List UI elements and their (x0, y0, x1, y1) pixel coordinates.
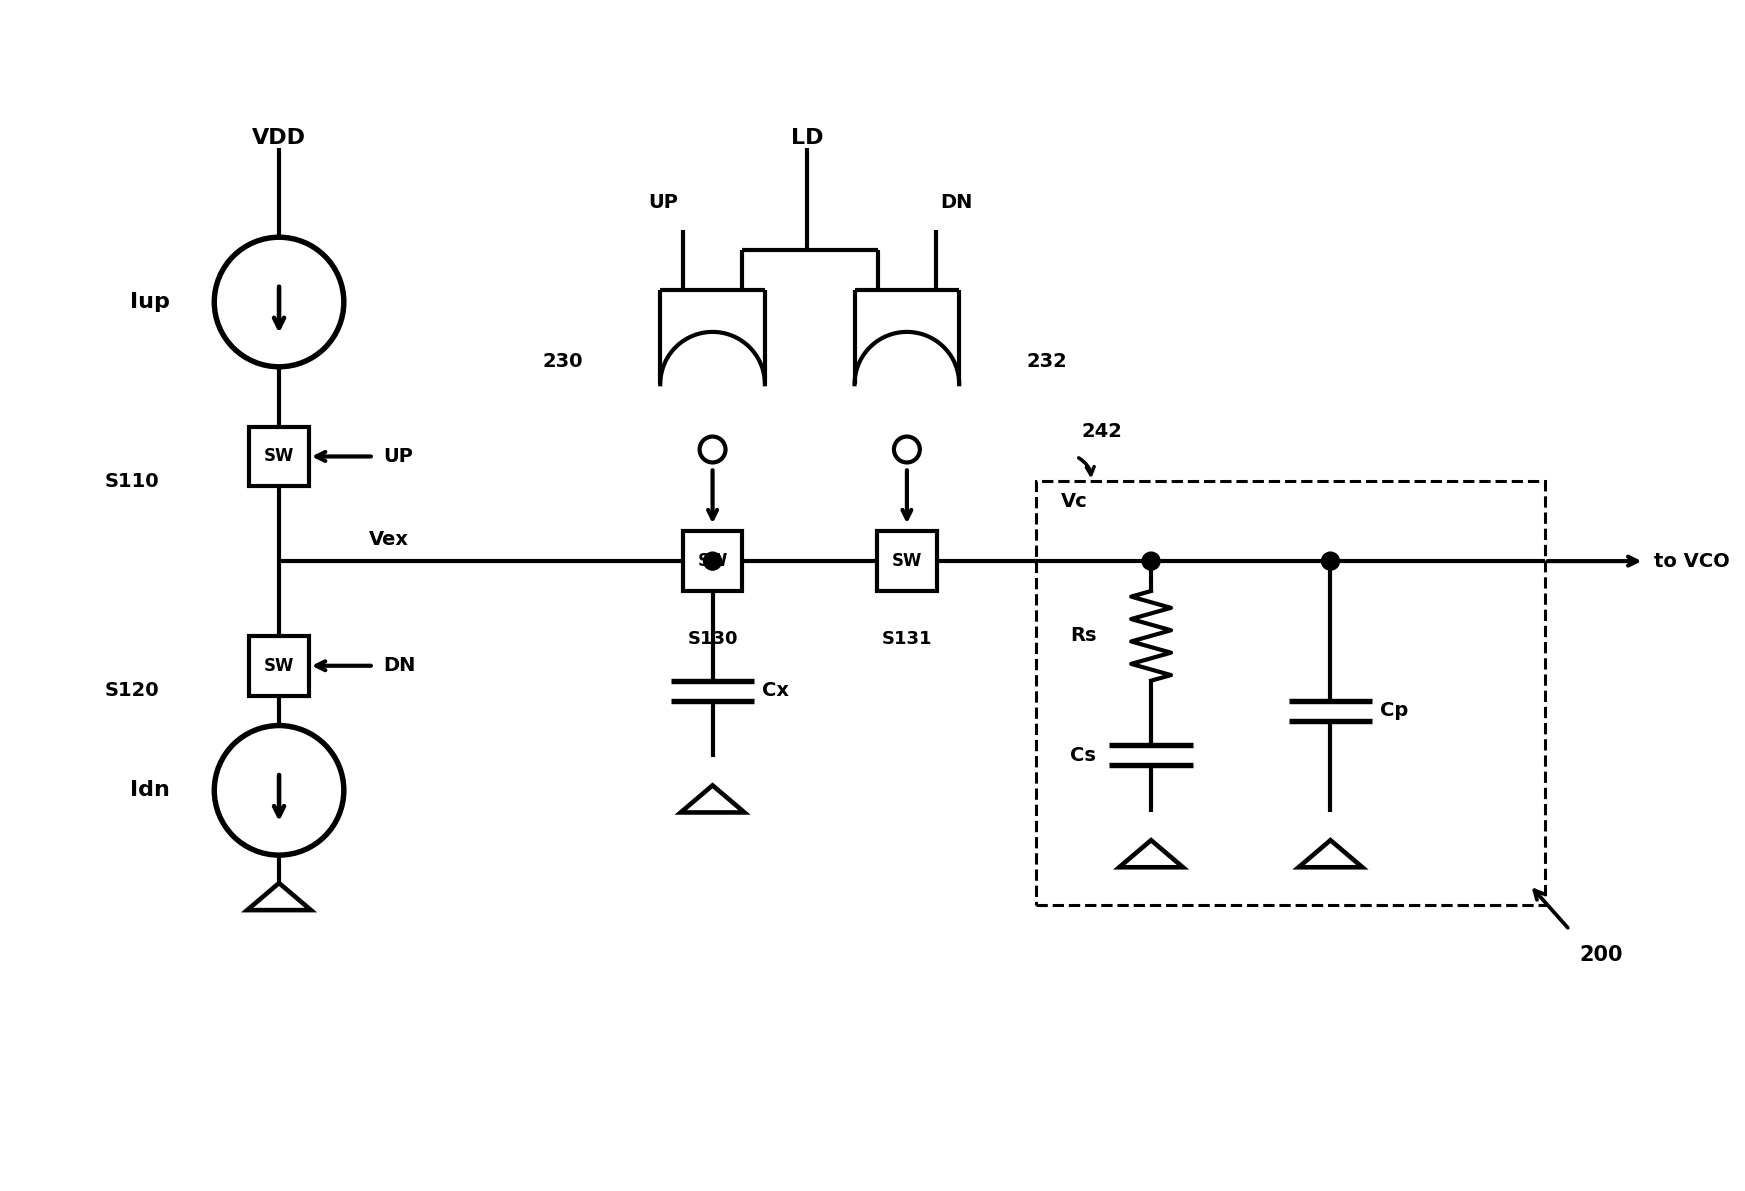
Text: UP: UP (647, 193, 677, 212)
Text: DN: DN (941, 193, 974, 212)
Circle shape (700, 437, 726, 462)
Bar (682, 531, 742, 591)
Text: S110: S110 (105, 472, 159, 491)
Text: Vc: Vc (1061, 492, 1089, 511)
Text: DN: DN (384, 656, 415, 675)
Circle shape (703, 553, 721, 570)
Circle shape (1141, 553, 1160, 570)
Text: to VCO: to VCO (1654, 551, 1729, 570)
Text: 242: 242 (1082, 422, 1122, 441)
Circle shape (215, 725, 344, 855)
Text: Cx: Cx (763, 681, 789, 700)
Text: Vex: Vex (368, 530, 408, 549)
Bar (1037, 481, 1544, 905)
Text: 200: 200 (1579, 944, 1623, 965)
Bar (878, 531, 937, 591)
Text: Idn: Idn (129, 780, 169, 800)
Text: Cp: Cp (1380, 701, 1408, 721)
Text: UP: UP (384, 447, 414, 466)
Text: S120: S120 (105, 681, 159, 700)
Circle shape (1321, 553, 1340, 570)
Text: Rs: Rs (1070, 626, 1096, 646)
Text: 230: 230 (543, 353, 583, 372)
Text: SW: SW (698, 553, 728, 570)
Text: 232: 232 (1026, 353, 1068, 372)
Text: Iup: Iup (129, 292, 169, 312)
Text: LD: LD (790, 127, 824, 148)
Text: VDD: VDD (251, 127, 305, 148)
Text: SW: SW (892, 553, 921, 570)
Text: S130: S130 (688, 630, 738, 648)
Circle shape (893, 437, 920, 462)
Bar (250, 636, 309, 696)
Text: Cs: Cs (1070, 746, 1096, 765)
Circle shape (215, 237, 344, 367)
Text: SW: SW (263, 448, 295, 466)
Text: SW: SW (263, 656, 295, 675)
Bar (250, 426, 309, 486)
Text: S131: S131 (881, 630, 932, 648)
